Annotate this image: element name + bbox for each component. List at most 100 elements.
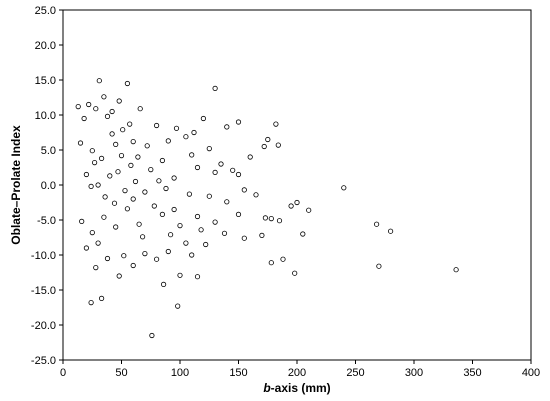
data-point	[136, 221, 142, 227]
data-point	[198, 227, 204, 233]
data-point	[173, 125, 180, 131]
data-point	[99, 295, 105, 301]
data-point	[265, 136, 271, 143]
data-point	[109, 131, 115, 137]
data-point	[224, 199, 230, 205]
plot-frame	[62, 9, 532, 361]
data-point	[171, 206, 177, 213]
data-point	[88, 299, 94, 306]
data-point	[189, 252, 195, 258]
data-point	[86, 101, 92, 108]
plot-area: 0 50 100 150 200 250 300 350 400 25.0 20.0 15.0 10.…	[31, 5, 540, 379]
data-point	[92, 160, 98, 166]
data-point	[121, 253, 127, 259]
data-point	[95, 182, 101, 188]
y-tick-label: -20.0	[31, 320, 56, 332]
data-point	[292, 270, 298, 276]
data-point	[101, 94, 107, 100]
data-point	[96, 78, 102, 84]
data-point	[144, 143, 150, 149]
y-tick-label: 0.0	[41, 180, 56, 192]
data-point	[115, 169, 121, 175]
data-point	[151, 203, 157, 209]
data-point	[93, 106, 99, 112]
data-point	[253, 192, 259, 198]
data-point	[93, 264, 99, 271]
data-point	[116, 98, 122, 104]
data-point	[83, 245, 90, 251]
data-point	[118, 153, 125, 159]
y-tick-label: -25.0	[31, 355, 56, 367]
data-point	[130, 139, 136, 145]
x-tick-label: 100	[171, 367, 189, 379]
data-point	[177, 272, 183, 278]
data-point	[120, 127, 126, 133]
data-point	[288, 203, 294, 209]
y-tick-label: 15.0	[35, 75, 56, 87]
x-tick-label: 0	[60, 367, 66, 379]
data-point	[142, 251, 148, 257]
x-tick-label: 350	[463, 367, 481, 379]
data-point	[79, 218, 85, 224]
data-point	[212, 85, 218, 92]
y-tick-label: -15.0	[31, 285, 56, 297]
data-point	[122, 188, 128, 194]
data-point	[109, 108, 115, 115]
data-point	[89, 230, 95, 236]
y-tick-label: 25.0	[35, 5, 56, 17]
data-point	[107, 173, 113, 179]
data-point	[75, 104, 81, 110]
data-point	[154, 256, 160, 262]
data-point	[77, 140, 84, 146]
data-point	[259, 232, 265, 238]
data-point	[183, 134, 189, 140]
data-point	[156, 178, 162, 184]
data-point	[268, 216, 274, 222]
data-point	[163, 185, 169, 192]
data-point	[273, 121, 279, 127]
x-tick-label: 300	[405, 367, 423, 379]
y-tick-label: 20.0	[35, 40, 56, 52]
y-tick-label: 10.0	[35, 110, 56, 122]
y-axis-title: Oblate–Prolate Index	[9, 125, 23, 245]
data-point	[276, 218, 283, 224]
y-tick-label: -10.0	[31, 250, 56, 262]
x-tick-label: 150	[229, 367, 247, 379]
data-point	[218, 161, 224, 167]
data-point	[268, 260, 274, 266]
y-tick-label: 5.0	[41, 145, 56, 157]
data-point	[175, 303, 181, 309]
data-point	[224, 124, 230, 130]
data-point	[168, 232, 174, 238]
data-point	[88, 183, 94, 189]
data-point	[161, 281, 167, 287]
x-axis-title-suffix: -axis (mm)	[271, 381, 331, 395]
y-axis-ticks: 25.0 20.0 15.0 10.0 5.0 0.0 -5.0 -10.0 -15.0 -20.…	[31, 5, 63, 367]
data-point	[95, 240, 101, 246]
data-point	[148, 167, 154, 173]
data-point	[194, 213, 201, 220]
x-tick-label: 50	[115, 367, 127, 379]
x-tick-label: 400	[522, 367, 540, 379]
data-point	[241, 235, 247, 241]
data-point	[387, 228, 394, 234]
data-point	[235, 171, 242, 178]
data-point	[280, 256, 286, 262]
data-point	[124, 206, 131, 212]
data-point	[171, 175, 177, 181]
data-point	[130, 196, 136, 202]
data-point	[83, 171, 90, 178]
data-point	[376, 263, 382, 269]
data-point	[262, 215, 268, 221]
data-point	[306, 207, 312, 213]
data-point	[104, 113, 111, 120]
data-point	[113, 141, 119, 147]
data-point	[81, 115, 87, 122]
data-point	[99, 155, 105, 161]
data-point	[186, 191, 192, 197]
data-point	[235, 211, 242, 217]
data-point	[183, 240, 189, 246]
data-point	[221, 230, 228, 236]
data-point	[191, 129, 197, 136]
